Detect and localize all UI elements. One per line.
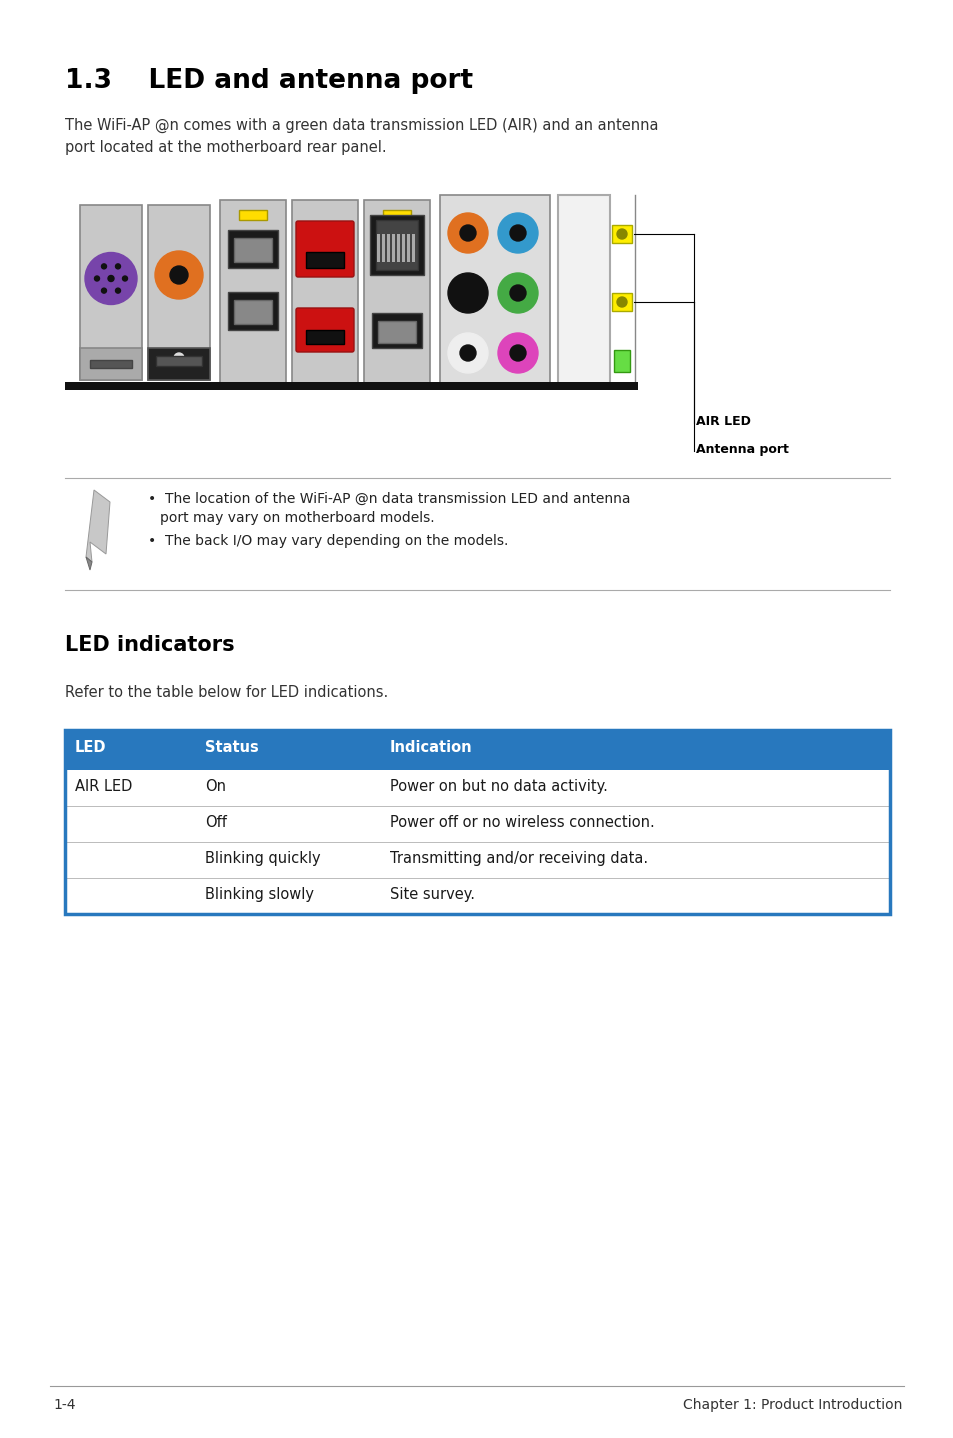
Circle shape [617, 298, 626, 306]
Text: LED: LED [75, 741, 107, 755]
Bar [90, 360, 132, 368]
Bar [80, 348, 142, 380]
Bar [558, 196, 609, 385]
Bar [382, 210, 411, 220]
Text: 1.3    LED and antenna port: 1.3 LED and antenna port [65, 68, 473, 93]
Bar [233, 301, 272, 324]
Bar [306, 329, 344, 344]
Circle shape [497, 334, 537, 372]
Bar [65, 731, 889, 915]
Circle shape [101, 265, 107, 269]
Bar [148, 206, 210, 380]
Bar [364, 200, 430, 385]
Bar [156, 357, 202, 367]
Bar [220, 200, 286, 385]
Circle shape [497, 273, 537, 313]
Text: •  The location of the WiFi-AP @n data transmission LED and antenna: • The location of the WiFi-AP @n data tr… [148, 492, 630, 506]
Text: Status: Status [205, 741, 258, 755]
Circle shape [459, 345, 476, 361]
Bar [228, 292, 277, 329]
Circle shape [448, 273, 488, 313]
Text: Blinking quickly: Blinking quickly [205, 851, 320, 866]
Text: Off: Off [205, 815, 227, 830]
Circle shape [154, 252, 203, 299]
Circle shape [85, 253, 137, 305]
Circle shape [459, 224, 476, 242]
Circle shape [122, 276, 128, 280]
Bar [392, 234, 395, 262]
Text: •  The back I/O may vary depending on the models.: • The back I/O may vary depending on the… [148, 533, 508, 548]
Bar [377, 321, 416, 344]
Text: On: On [205, 779, 226, 794]
Bar [148, 348, 210, 380]
Circle shape [510, 285, 525, 301]
Circle shape [94, 276, 99, 280]
Circle shape [108, 276, 113, 282]
Text: Antenna port: Antenna port [696, 443, 788, 456]
Text: AIR LED: AIR LED [75, 779, 132, 794]
Text: 1-4: 1-4 [53, 1398, 75, 1412]
Text: LED indicators: LED indicators [65, 636, 234, 654]
Circle shape [510, 224, 525, 242]
Circle shape [170, 266, 188, 283]
Bar [292, 200, 357, 385]
Bar [396, 234, 399, 262]
Bar [612, 293, 631, 311]
Text: Refer to the table below for LED indications.: Refer to the table below for LED indicat… [65, 684, 388, 700]
Polygon shape [86, 490, 110, 562]
Bar [65, 383, 638, 390]
Bar [614, 349, 629, 372]
Text: Blinking slowly: Blinking slowly [205, 887, 314, 902]
Bar [401, 234, 405, 262]
Bar [407, 234, 410, 262]
Bar [80, 206, 142, 380]
Circle shape [448, 334, 488, 372]
Circle shape [101, 288, 107, 293]
Bar [387, 234, 390, 262]
Bar [412, 234, 415, 262]
Circle shape [115, 288, 120, 293]
Bar [233, 239, 272, 262]
FancyBboxPatch shape [295, 221, 354, 278]
Bar [65, 731, 889, 769]
Bar [612, 224, 631, 243]
FancyBboxPatch shape [295, 308, 354, 352]
Text: Transmitting and/or receiving data.: Transmitting and/or receiving data. [390, 851, 647, 866]
Circle shape [173, 352, 184, 362]
Text: Power on but no data activity.: Power on but no data activity. [390, 779, 607, 794]
Text: Indication: Indication [390, 741, 472, 755]
Circle shape [497, 213, 537, 253]
Circle shape [448, 213, 488, 253]
Polygon shape [86, 557, 91, 569]
Text: Chapter 1: Product Introduction: Chapter 1: Product Introduction [682, 1398, 901, 1412]
Bar [370, 216, 423, 275]
Bar [375, 220, 417, 270]
Circle shape [459, 285, 476, 301]
Bar [376, 234, 379, 262]
Circle shape [115, 265, 120, 269]
Bar [381, 234, 385, 262]
Bar [439, 196, 550, 385]
Circle shape [617, 229, 626, 239]
Text: Site survey.: Site survey. [390, 887, 475, 902]
Bar [65, 769, 889, 915]
Text: Power off or no wireless connection.: Power off or no wireless connection. [390, 815, 654, 830]
Text: port may vary on motherboard models.: port may vary on motherboard models. [160, 510, 435, 525]
Text: AIR LED: AIR LED [696, 416, 750, 429]
Circle shape [510, 345, 525, 361]
Bar [306, 252, 344, 267]
Bar [372, 313, 421, 348]
Bar [239, 210, 267, 220]
Bar [228, 230, 277, 267]
Text: The WiFi-AP @n comes with a green data transmission LED (AIR) and an antenna
por: The WiFi-AP @n comes with a green data t… [65, 118, 658, 155]
